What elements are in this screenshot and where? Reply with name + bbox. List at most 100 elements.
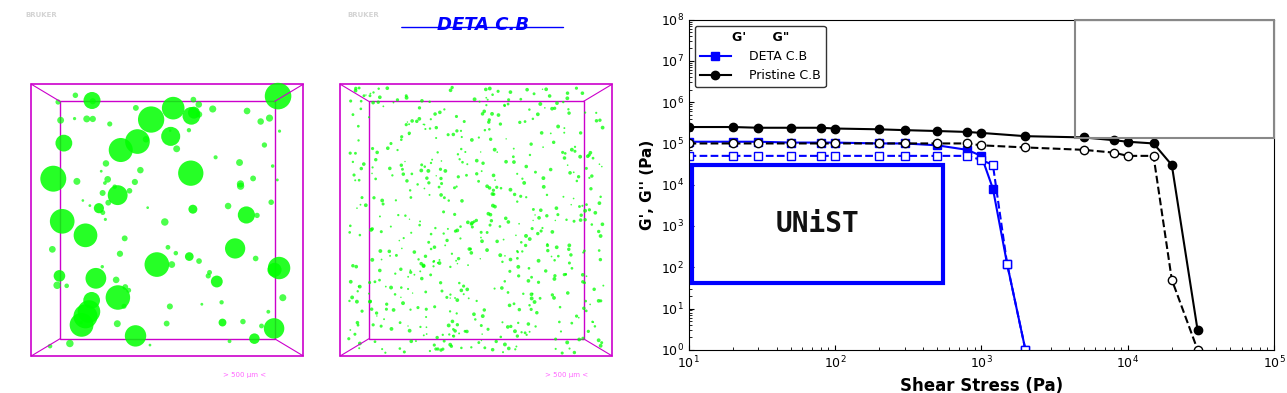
Point [160, 303, 180, 310]
Point [80, 202, 100, 209]
Point [257, 309, 278, 315]
Point [189, 258, 210, 264]
Point [161, 133, 181, 140]
Point [391, 137, 412, 143]
Point [483, 191, 503, 197]
Point [535, 86, 556, 92]
Point [539, 93, 560, 99]
Point [418, 168, 439, 174]
Point [445, 328, 466, 334]
Point [72, 197, 93, 204]
Point [511, 96, 532, 102]
Point [525, 169, 546, 175]
Point [108, 294, 129, 301]
Point [557, 95, 578, 101]
Point [264, 267, 284, 273]
Point [575, 298, 596, 304]
Point [188, 101, 208, 108]
Point [350, 340, 371, 347]
Point [273, 294, 293, 301]
Point [508, 220, 529, 227]
Point [559, 242, 579, 248]
Point [586, 209, 606, 216]
Point [458, 262, 479, 268]
Point [421, 160, 441, 166]
Point [268, 93, 288, 99]
Point [592, 221, 613, 228]
Point [89, 205, 109, 211]
Point [369, 213, 390, 220]
Point [521, 141, 542, 147]
Point [557, 290, 578, 296]
Point [583, 319, 604, 325]
Point [351, 195, 372, 201]
Point [573, 335, 593, 342]
Point [443, 333, 463, 339]
Point [571, 212, 592, 219]
Point [399, 130, 420, 136]
Point [439, 197, 459, 204]
Point [494, 253, 515, 259]
Point [521, 295, 542, 301]
Point [486, 184, 507, 191]
Point [359, 290, 380, 297]
Point [416, 324, 436, 331]
Point [251, 323, 272, 329]
Point [441, 343, 462, 349]
Point [126, 105, 147, 111]
Point [570, 217, 591, 223]
Point [577, 273, 597, 279]
Point [440, 295, 461, 301]
Point [533, 144, 553, 150]
Point [233, 318, 254, 325]
Point [544, 217, 565, 224]
Point [421, 231, 441, 237]
Point [450, 345, 471, 351]
Point [498, 345, 519, 352]
Point [479, 185, 499, 191]
Point [552, 149, 573, 156]
Point [466, 158, 486, 164]
Point [484, 285, 505, 292]
Point [561, 202, 582, 208]
Point [501, 89, 521, 95]
Point [364, 195, 385, 201]
Point [472, 313, 493, 319]
Point [454, 118, 475, 125]
Point [409, 218, 430, 224]
Point [471, 337, 492, 343]
Point [400, 307, 421, 313]
Point [359, 299, 380, 305]
Point [372, 197, 393, 204]
Point [528, 230, 548, 237]
Point [514, 291, 534, 297]
Point [109, 251, 130, 257]
Point [349, 137, 369, 143]
Point [519, 265, 539, 272]
Point [528, 279, 548, 285]
Point [380, 253, 400, 259]
Point [490, 121, 511, 127]
Point [387, 212, 408, 218]
Point [452, 159, 472, 165]
Point [574, 280, 595, 286]
Point [340, 150, 360, 156]
Point [434, 230, 454, 237]
Point [449, 156, 470, 162]
Point [54, 140, 75, 146]
Point [591, 194, 611, 200]
Point [505, 191, 525, 198]
Point [426, 135, 447, 141]
Point [404, 249, 425, 255]
Point [350, 232, 371, 238]
Point [447, 113, 467, 119]
Point [362, 164, 382, 171]
Point [443, 326, 463, 332]
Point [346, 205, 367, 211]
Point [546, 336, 566, 342]
Point [565, 144, 586, 150]
Point [538, 248, 559, 254]
Point [450, 287, 471, 294]
Point [589, 161, 610, 167]
Point [403, 290, 423, 296]
